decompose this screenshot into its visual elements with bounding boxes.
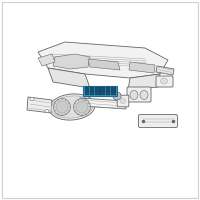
Bar bbox=[84, 87, 89, 90]
Bar bbox=[106, 91, 110, 95]
Ellipse shape bbox=[120, 98, 126, 104]
Ellipse shape bbox=[56, 101, 68, 113]
Bar bbox=[106, 87, 110, 90]
Bar bbox=[95, 87, 100, 90]
FancyBboxPatch shape bbox=[117, 95, 129, 107]
FancyBboxPatch shape bbox=[83, 86, 117, 96]
Bar bbox=[84, 91, 89, 95]
Ellipse shape bbox=[160, 78, 168, 84]
Ellipse shape bbox=[113, 92, 121, 100]
Ellipse shape bbox=[140, 90, 148, 99]
Bar bbox=[95, 91, 100, 95]
FancyBboxPatch shape bbox=[156, 76, 173, 87]
Ellipse shape bbox=[130, 90, 138, 99]
Ellipse shape bbox=[51, 96, 93, 118]
Ellipse shape bbox=[54, 98, 70, 116]
FancyBboxPatch shape bbox=[127, 87, 151, 102]
Ellipse shape bbox=[74, 98, 90, 116]
Polygon shape bbox=[48, 68, 90, 88]
Ellipse shape bbox=[45, 110, 49, 112]
Polygon shape bbox=[156, 66, 174, 75]
Ellipse shape bbox=[114, 94, 120, 98]
Ellipse shape bbox=[30, 98, 34, 100]
Ellipse shape bbox=[49, 94, 95, 120]
Bar bbox=[90, 87, 94, 90]
Polygon shape bbox=[80, 98, 126, 109]
Bar bbox=[100, 87, 105, 90]
Bar bbox=[111, 87, 116, 90]
Polygon shape bbox=[27, 97, 52, 113]
Polygon shape bbox=[88, 59, 120, 70]
Ellipse shape bbox=[76, 101, 88, 113]
Polygon shape bbox=[128, 74, 160, 90]
Bar bbox=[111, 91, 116, 95]
Polygon shape bbox=[38, 54, 55, 66]
Polygon shape bbox=[53, 54, 90, 69]
FancyBboxPatch shape bbox=[138, 114, 178, 128]
Bar bbox=[100, 91, 105, 95]
Polygon shape bbox=[129, 62, 155, 73]
Polygon shape bbox=[38, 42, 168, 78]
Bar bbox=[90, 91, 94, 95]
